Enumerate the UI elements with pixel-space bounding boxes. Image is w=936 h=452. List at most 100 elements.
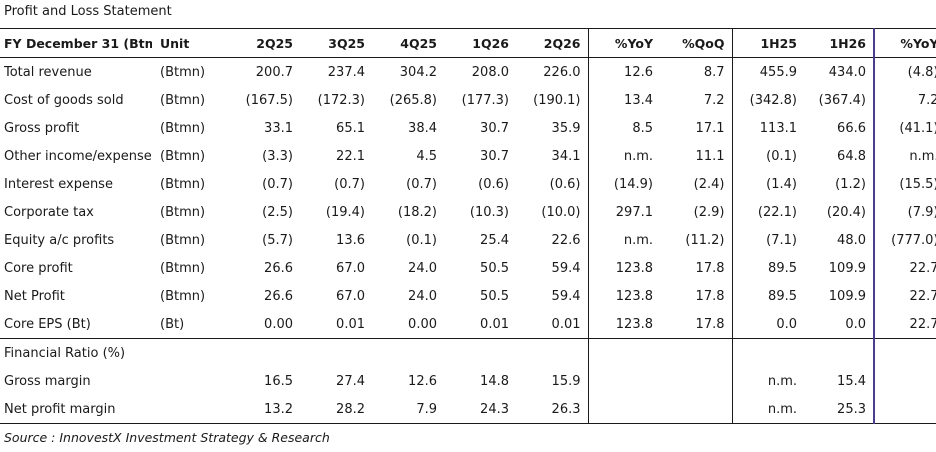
value-cell: (20.4) xyxy=(826,204,866,220)
header-cell: %YoY xyxy=(873,28,936,58)
unit-cell: (Btmn) xyxy=(160,176,206,192)
value-cell: 50.5 xyxy=(480,288,509,304)
value-cell: 13.6 xyxy=(336,232,365,248)
value-cell: 24.0 xyxy=(408,288,437,304)
table-row: Gross margin 16.5 27.4 12.6 14.8 15.9 n.m. 15.4 xyxy=(0,367,936,395)
value-cell: (15.5) xyxy=(873,170,936,198)
unit-cell: (Btmn) xyxy=(160,120,206,136)
value-cell xyxy=(873,367,936,395)
value-cell: 8.7 xyxy=(703,64,725,80)
value-cell: 0.01 xyxy=(551,316,581,332)
value-cell: (265.8) xyxy=(389,92,437,108)
value-cell: 0.0 xyxy=(731,310,804,339)
value-cell: 22.7 xyxy=(873,254,936,282)
section-row: Financial Ratio (%) xyxy=(0,338,936,367)
value-cell: 17.8 xyxy=(695,288,725,304)
value-cell: 15.4 xyxy=(837,373,866,389)
section-title: Financial Ratio (%) xyxy=(0,338,228,367)
row-label: Gross margin xyxy=(4,373,91,389)
value-cell: (5.7) xyxy=(262,232,293,248)
value-cell: 455.9 xyxy=(731,57,804,86)
header-cell: 2Q26 xyxy=(516,28,588,58)
value-cell: 89.5 xyxy=(731,282,804,310)
value-cell: n.m. xyxy=(731,367,804,395)
value-cell: 12.6 xyxy=(587,57,660,86)
value-cell: 50.5 xyxy=(480,260,509,276)
row-label: Gross profit xyxy=(4,120,80,136)
ratio-section: Financial Ratio (%) xyxy=(0,338,936,367)
value-cell: (172.3) xyxy=(317,92,365,108)
value-cell: 22.7 xyxy=(873,282,936,310)
value-cell: 30.7 xyxy=(480,148,509,164)
row-label: Total revenue xyxy=(4,64,92,80)
row-label: Other income/expense xyxy=(4,148,152,164)
value-cell: (0.7) xyxy=(406,176,437,192)
unit-cell: (Btmn) xyxy=(160,64,206,80)
value-cell: 208.0 xyxy=(471,64,509,80)
row-label: Equity a/c profits xyxy=(4,232,115,248)
value-cell: (167.5) xyxy=(245,92,293,108)
value-cell: (10.0) xyxy=(541,204,581,220)
header-cell: 1Q26 xyxy=(444,28,516,58)
value-cell: 123.8 xyxy=(587,254,660,282)
value-cell: (2.9) xyxy=(693,204,725,220)
value-cell: 26.6 xyxy=(264,260,293,276)
pl-table: FY December 31 (Btmn) Unit 2Q25 3Q25 4Q2… xyxy=(0,28,936,424)
table-row: Equity a/c profits (Btmn) (5.7) 13.6 (0.1) 25… xyxy=(0,226,936,254)
table-row: Corporate tax (Btmn) (2.5) (19.4) (18.2) (10.… xyxy=(0,198,936,226)
value-cell: 17.1 xyxy=(695,120,725,136)
value-cell: 14.8 xyxy=(480,373,509,389)
value-cell: n.m. xyxy=(731,395,804,424)
value-cell: 8.5 xyxy=(587,114,660,142)
value-cell: (2.4) xyxy=(693,176,725,192)
value-cell: 304.2 xyxy=(399,64,437,80)
header-label: FY December 31 (Btmn) xyxy=(0,28,152,58)
value-cell: 123.8 xyxy=(587,282,660,310)
value-cell: 109.9 xyxy=(828,260,866,276)
value-cell: 26.6 xyxy=(264,288,293,304)
value-cell: 11.1 xyxy=(695,148,725,164)
value-cell: (342.8) xyxy=(731,86,804,114)
value-cell: 27.4 xyxy=(336,373,365,389)
value-cell: 22.6 xyxy=(551,232,581,248)
value-cell: (777.0) xyxy=(873,226,936,254)
value-cell: 22.7 xyxy=(873,310,936,339)
value-cell: 7.2 xyxy=(703,92,725,108)
header-unit: Unit xyxy=(152,28,228,58)
value-cell: 16.5 xyxy=(264,373,293,389)
value-cell: 34.1 xyxy=(551,148,581,164)
value-cell: 17.8 xyxy=(695,260,725,276)
source-note: Source : InnovestX Investment Strategy &… xyxy=(4,430,330,445)
value-cell: (177.3) xyxy=(461,92,509,108)
value-cell: 12.6 xyxy=(408,373,437,389)
value-cell: 64.8 xyxy=(837,148,866,164)
value-cell: 0.0 xyxy=(845,316,866,332)
value-cell: (18.2) xyxy=(397,204,437,220)
value-cell xyxy=(587,367,660,395)
value-cell: (0.6) xyxy=(478,176,509,192)
value-cell: (0.1) xyxy=(731,142,804,170)
value-cell: 226.0 xyxy=(543,64,581,80)
value-cell: 4.5 xyxy=(416,148,437,164)
value-cell: (11.2) xyxy=(685,232,725,248)
row-label: Core EPS (Bt) xyxy=(4,316,91,332)
row-label: Core profit xyxy=(4,260,73,276)
value-cell: (14.9) xyxy=(587,170,660,198)
value-cell: 13.2 xyxy=(228,395,300,424)
value-cell xyxy=(873,395,936,424)
table-row: Core profit (Btmn) 26.6 67.0 24.0 50.5 59.4 123… xyxy=(0,254,936,282)
value-cell: (7.9) xyxy=(873,198,936,226)
value-cell: 33.1 xyxy=(264,120,293,136)
header-cell: 4Q25 xyxy=(372,28,444,58)
unit-cell: (Btmn) xyxy=(160,92,206,108)
value-cell: 25.3 xyxy=(804,395,874,424)
value-cell: (7.1) xyxy=(731,226,804,254)
unit-cell: (Btmn) xyxy=(160,148,206,164)
row-label: Interest expense xyxy=(4,176,113,192)
value-cell: 89.5 xyxy=(731,254,804,282)
value-cell: 25.4 xyxy=(480,232,509,248)
value-cell xyxy=(660,395,732,424)
value-cell: 113.1 xyxy=(731,114,804,142)
header-cell: 1H26 xyxy=(804,28,874,58)
value-cell: (4.8) xyxy=(873,57,936,86)
